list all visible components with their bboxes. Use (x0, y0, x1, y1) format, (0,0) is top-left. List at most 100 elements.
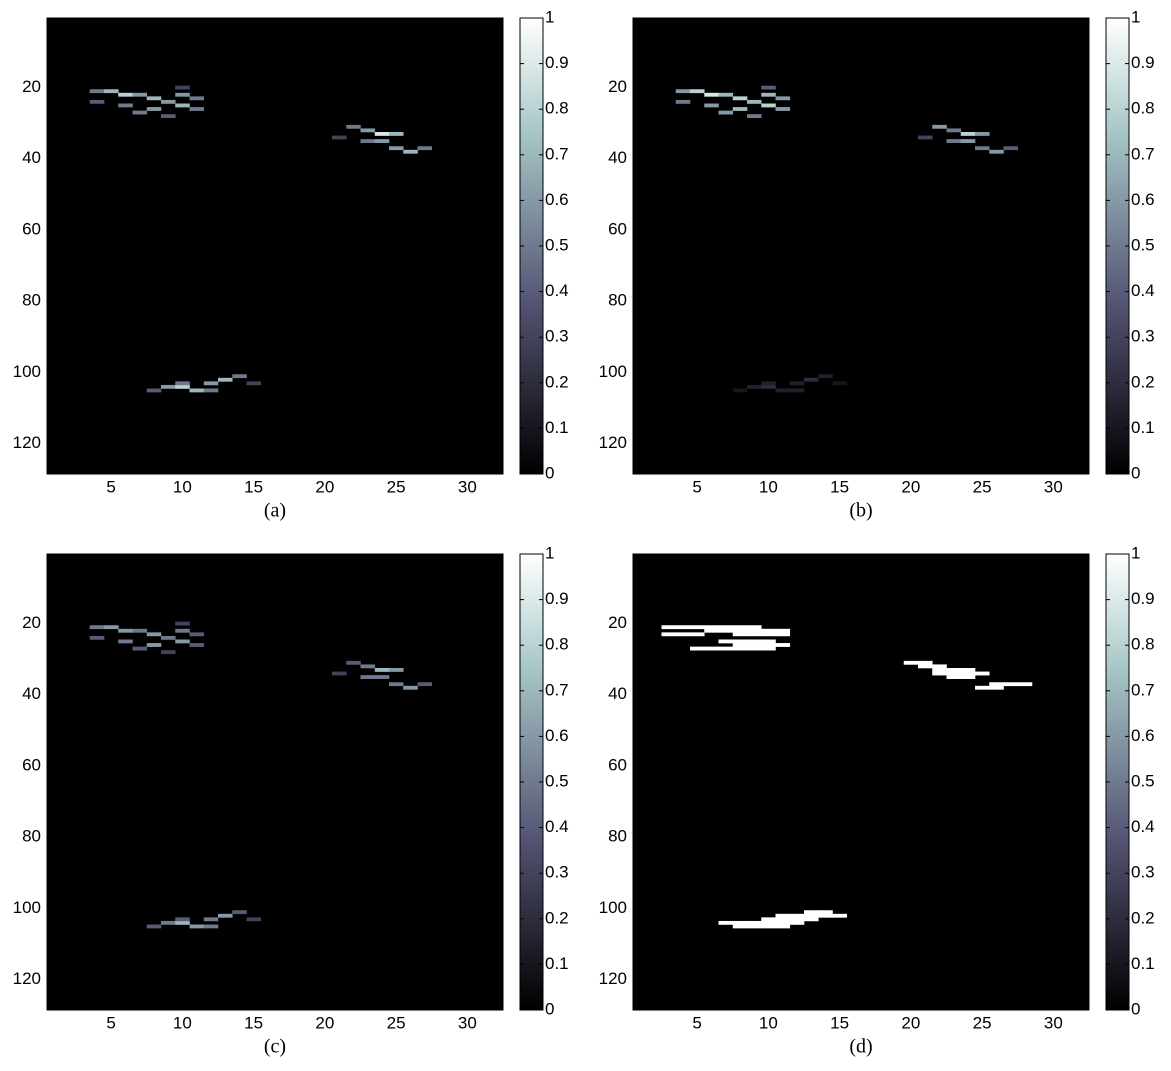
y-tick-label: 100 (13, 362, 41, 381)
x-tick-label: 25 (387, 477, 406, 496)
heatmap-cell (918, 135, 933, 140)
heatmap-cell (675, 89, 691, 94)
heatmap-cell (403, 685, 418, 690)
heatmap-cell (118, 92, 133, 97)
heatmap-cell (189, 924, 205, 929)
heatmap-cell (175, 381, 190, 386)
heatmap-cell (747, 639, 762, 644)
x-tick-label: 10 (173, 1013, 192, 1032)
heatmap-cell (704, 625, 719, 630)
heatmap-cell (761, 85, 776, 90)
caption: (a) (264, 500, 286, 522)
heatmap-cell (132, 628, 148, 633)
heatmap-cell (218, 377, 233, 382)
heatmap-cell (175, 384, 190, 389)
heatmap-cell (704, 646, 719, 651)
heatmap-cell (203, 917, 219, 922)
heatmap-cell (146, 96, 162, 101)
heatmap-cell (775, 924, 791, 929)
colorbar-tick-label: 1 (545, 543, 554, 562)
colorbar-tick-label: 0.8 (545, 635, 569, 654)
heatmap-cell (132, 646, 148, 651)
heatmap-cell (747, 643, 762, 647)
heatmap-cell (789, 913, 805, 918)
colorbar-tick-label: 0.5 (545, 771, 569, 790)
heatmap-cell (747, 99, 762, 104)
y-tick-label: 80 (608, 291, 627, 310)
x-tick-label: 15 (830, 477, 849, 496)
x-tick-label: 25 (387, 1013, 406, 1032)
heatmap-cell (374, 139, 390, 143)
colorbar-tick-label: 0.3 (1131, 863, 1155, 882)
plot-background (633, 554, 1089, 1010)
colorbar-tick-label: 0.8 (1131, 635, 1155, 654)
heatmap-cell (203, 388, 219, 393)
heatmap-cell (675, 625, 691, 630)
heatmap-cell (932, 671, 947, 676)
heatmap-cell (932, 664, 947, 669)
x-tick-label: 15 (244, 1013, 263, 1032)
heatmap-cell (761, 628, 776, 633)
heatmap-cell (804, 913, 819, 918)
x-tick-label: 30 (458, 477, 477, 496)
plot-frame (632, 553, 1090, 1011)
heatmap-cell (346, 660, 361, 665)
heatmap-cell (761, 646, 776, 651)
colorbar-tick-label: 0.4 (1131, 817, 1155, 836)
heatmap-cell (675, 99, 691, 104)
colorbar-tick-label: 0.4 (545, 281, 569, 300)
heatmap-cell (146, 107, 162, 111)
heatmap-cell (203, 381, 219, 386)
x-tick-label: 25 (973, 1013, 992, 1032)
heatmap-cell (118, 103, 133, 108)
y-tick-label: 40 (22, 148, 41, 167)
x-tick-label: 30 (1044, 1013, 1063, 1032)
heatmap-cell (960, 132, 976, 136)
heatmap-cell (690, 89, 705, 94)
colorbar-tick-label: 0.9 (545, 589, 569, 608)
y-tick-label: 80 (608, 827, 627, 846)
y-tick-label: 120 (13, 433, 41, 452)
heatmap-cell (747, 924, 762, 929)
heatmap-cell (146, 643, 162, 647)
heatmap-cell (747, 632, 762, 637)
heatmap-cell (1017, 682, 1033, 687)
heatmap-cell (189, 388, 205, 393)
heatmap-cell (946, 668, 962, 672)
heatmap-cell (932, 124, 947, 129)
y-tick-label: 80 (22, 827, 41, 846)
heatmap-cell (218, 913, 233, 918)
heatmap-cell (960, 675, 976, 679)
y-tick-label: 20 (22, 77, 41, 96)
y-tick-label: 40 (608, 684, 627, 703)
heatmap-cell (203, 924, 219, 929)
heatmap-cell (789, 381, 805, 386)
colorbar-tick-label: 0.5 (1131, 771, 1155, 790)
heatmap-cell (704, 628, 719, 633)
caption: (b) (849, 500, 872, 522)
heatmap-cell (332, 671, 347, 676)
heatmap-cell (704, 103, 719, 108)
heatmap-cell (932, 668, 947, 672)
heatmap-cell (360, 128, 376, 133)
heatmap-cell (89, 99, 105, 104)
heatmap-cell (718, 92, 734, 97)
heatmap-cell (718, 110, 734, 115)
heatmap-cell (946, 671, 962, 676)
colorbar-tick-label: 1 (1131, 543, 1140, 562)
colorbar-tick-label: 0.2 (545, 908, 569, 927)
x-tick-label: 20 (315, 477, 334, 496)
x-tick-label: 20 (901, 1013, 920, 1032)
heatmap-cell (960, 139, 976, 143)
colorbar-tick-label: 0.1 (545, 418, 569, 437)
heatmap-cell (804, 910, 819, 915)
x-tick-label: 30 (458, 1013, 477, 1032)
heatmap-cell (104, 625, 119, 630)
heatmap-cell (175, 639, 190, 644)
colorbar-tick-label: 0.1 (1131, 954, 1155, 973)
heatmap-cell (775, 920, 791, 925)
heatmap-cell (761, 917, 776, 922)
heatmap-cell (732, 96, 748, 101)
heatmap-cell (175, 92, 190, 97)
y-tick-label: 20 (608, 77, 627, 96)
